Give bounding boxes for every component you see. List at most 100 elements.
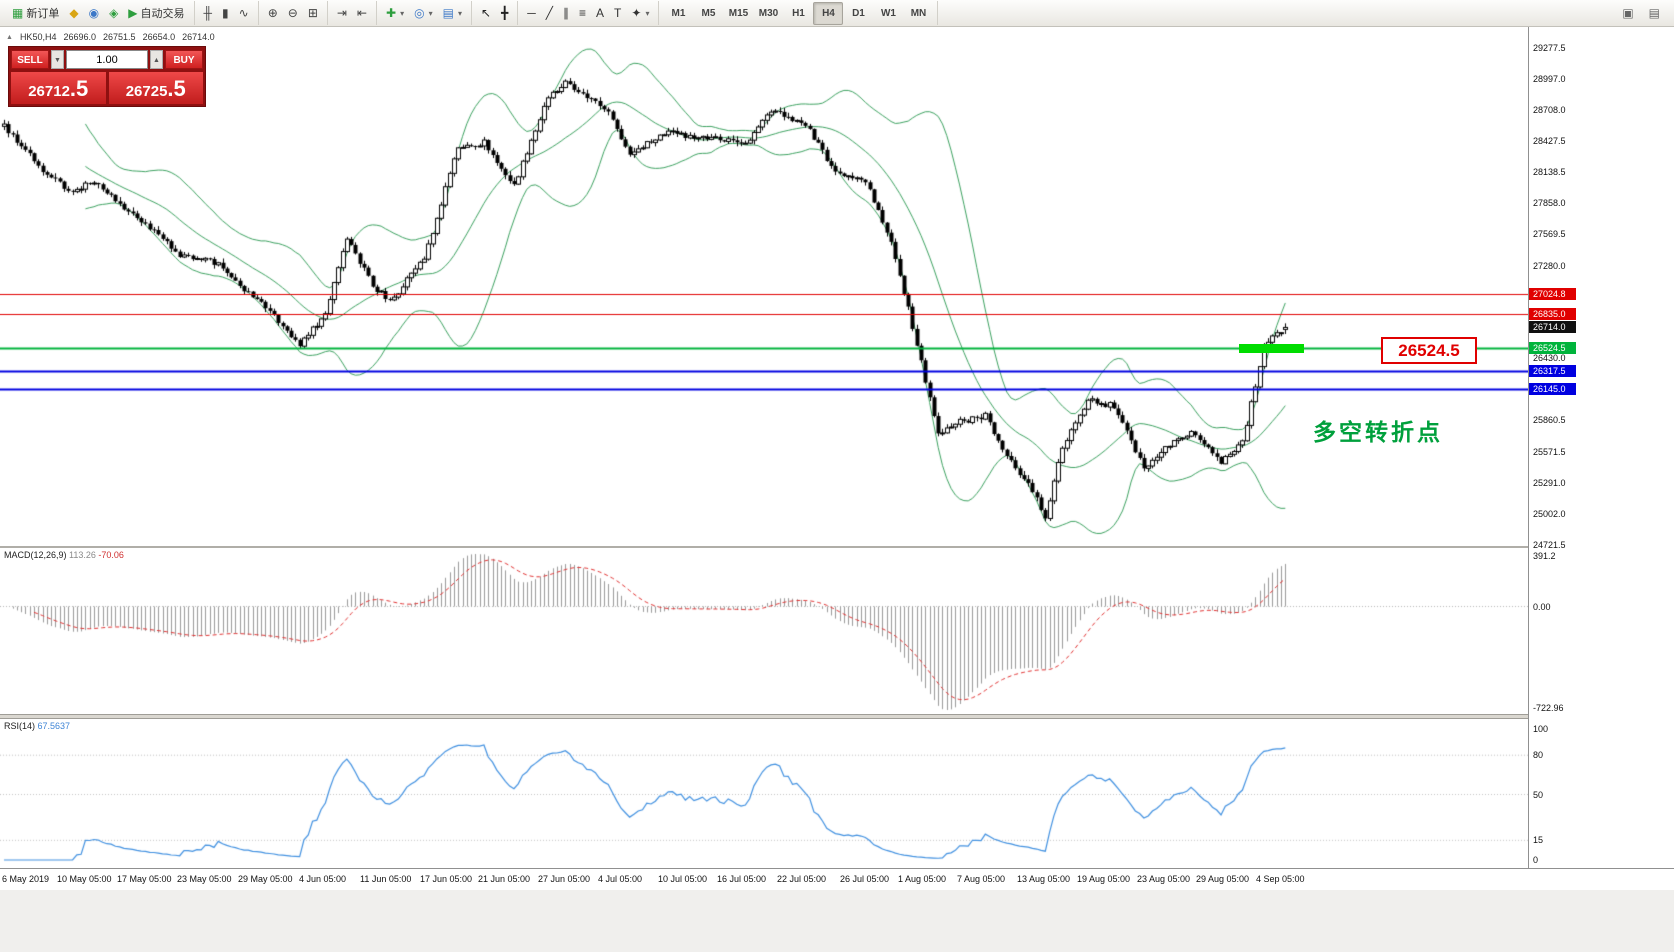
panel-separator-macd-rsi[interactable] xyxy=(0,714,1674,719)
periods-button[interactable]: ◎ ▾ xyxy=(409,2,438,25)
shapes-button[interactable]: ✦ ▾ xyxy=(626,2,654,25)
tf-d1-button[interactable]: D1 xyxy=(843,2,873,25)
volume-increase-button[interactable]: ▲ xyxy=(150,50,163,69)
time-axis-label: 19 Aug 05:00 xyxy=(1077,874,1131,884)
bar-chart-icon: ╫ xyxy=(203,6,213,20)
price-line-label: 27024.8 xyxy=(1529,287,1576,300)
price-axis-label: 28997.0 xyxy=(1533,73,1566,84)
price-alert-box[interactable]: 26524.5 xyxy=(1381,337,1477,364)
tf-m30-button[interactable]: M30 xyxy=(753,2,783,25)
tf-m1-button[interactable]: M1 xyxy=(663,2,693,25)
dropdown-arrow-icon: ▾ xyxy=(457,8,462,18)
price-axis-label: 26430.0 xyxy=(1533,353,1566,364)
cursor-arrow-icon: ↖ xyxy=(480,6,492,20)
tf-h4-button[interactable]: H4 xyxy=(813,1,844,25)
buy-button[interactable]: BUY xyxy=(165,50,203,69)
chart-canvas[interactable] xyxy=(0,27,1528,868)
trade-panel-top-row: SELL ▼ ▲ BUY xyxy=(11,49,203,70)
price-scale[interactable]: 29277.5 28997.0 28708.0 28427.5 28138.5 27858… xyxy=(1528,27,1674,868)
label-button[interactable]: T xyxy=(609,2,626,25)
sell-button[interactable]: SELL xyxy=(11,50,49,69)
symbol-name: HK50,H4 xyxy=(19,32,57,42)
zoom-out-button[interactable]: ⊖ xyxy=(283,2,303,25)
tf-m15-button[interactable]: M15 xyxy=(723,2,753,25)
text-icon: A xyxy=(596,6,605,20)
channel-button[interactable]: ∥ xyxy=(558,2,574,25)
turning-point-label[interactable]: 多空转折点 xyxy=(1313,419,1443,445)
price-axis-label: 25860.5 xyxy=(1533,415,1566,426)
autotrading-play-icon: ▶ xyxy=(128,6,138,20)
tf-m5-button[interactable]: M5 xyxy=(693,2,723,25)
time-axis-label: 17 Jun 05:00 xyxy=(420,874,473,884)
chart-window[interactable]: ▲ HK50,H4 26696.0 26751.5 26654.0 26714.… xyxy=(0,27,1674,868)
tile-windows-button[interactable]: ⊞ xyxy=(303,2,323,25)
community-button[interactable]: ◉ xyxy=(84,2,104,25)
autotrading-button[interactable]: ▶ 自动交易 xyxy=(123,2,189,25)
dropdown-arrow-icon: ▾ xyxy=(428,8,433,18)
horizontal-line-button[interactable]: ─ xyxy=(522,2,541,25)
dropdown-arrow-icon: ▾ xyxy=(645,8,650,18)
price-axis-label: 28708.0 xyxy=(1533,105,1566,116)
time-axis-label: 1 Aug 05:00 xyxy=(898,874,947,884)
time-axis-label: 22 Jul 05:00 xyxy=(777,874,827,884)
price-axis-label: 27280.0 xyxy=(1533,260,1566,271)
dropdown-arrow-icon: ▾ xyxy=(400,8,405,18)
price-axis-label: 29277.5 xyxy=(1533,42,1566,53)
time-axis-label: 4 Jul 05:00 xyxy=(598,874,643,884)
signals-icon: ◈ xyxy=(109,6,119,20)
candlestick-button[interactable]: ▮ xyxy=(217,2,234,25)
time-scale[interactable]: 6 May 2019 10 May 05:00 17 May 05:00 23 May… xyxy=(0,868,1674,890)
auto-scroll-button[interactable]: ⇥ xyxy=(332,2,352,25)
indicators-button[interactable]: ✚ ▾ xyxy=(381,2,409,25)
toolbar-group-scroll: ⇥ ⇤ xyxy=(328,1,378,25)
chart-shift-button[interactable]: ⇤ xyxy=(352,2,372,25)
volume-decrease-button[interactable]: ▼ xyxy=(51,50,64,69)
time-axis-label: 26 Jul 05:00 xyxy=(840,874,890,884)
toolbar-groups: ▦ 新订单 ◆ ◉ ◈ ▶ 自动交易 ╫ ▮ ∿ ⊕ ⊖ ⊞ ⇥ ⇤ ✚ ▾ ◎ ▾ ▤ ▾ ↖ ╋ ─ ╱ ∥ ≡ A T ✦ ▾ M1 M5… xyxy=(3,0,939,26)
tf-h1-button[interactable]: H1 xyxy=(783,2,813,25)
window-menu-button[interactable]: ▤ xyxy=(1644,2,1665,25)
line-chart-button[interactable]: ∿ xyxy=(234,2,254,25)
macd-value: 113.26 xyxy=(69,550,96,560)
macd-indicator-label: MACD(12,26,9) 113.26 -70.06 xyxy=(4,550,124,560)
support-highlight-segment[interactable] xyxy=(1239,344,1304,353)
time-axis-label: 23 May 05:00 xyxy=(177,874,232,884)
trendline-icon: ╱ xyxy=(545,6,554,20)
crosshair-button[interactable]: ╋ xyxy=(496,2,513,25)
tf-m30-button-label: M30 xyxy=(758,7,779,19)
volume-input[interactable] xyxy=(66,50,148,69)
window-menu-icon: ▤ xyxy=(1648,6,1660,20)
buy-price-button[interactable]: 26725.5 xyxy=(108,72,203,104)
new-order-button[interactable]: ▦ 新订单 xyxy=(7,2,64,25)
text-button[interactable]: A xyxy=(591,2,609,25)
time-axis-label: 7 Aug 05:00 xyxy=(957,874,1006,884)
tf-w1-button[interactable]: W1 xyxy=(873,2,903,25)
time-axis-label: 29 May 05:00 xyxy=(238,874,293,884)
crosshair-icon: ╋ xyxy=(501,6,509,20)
bar-chart-button[interactable]: ╫ xyxy=(199,2,218,25)
trendline-button[interactable]: ╱ xyxy=(541,2,558,25)
time-axis-label: 4 Jun 05:00 xyxy=(299,874,347,884)
fibonacci-button[interactable]: ≡ xyxy=(574,2,591,25)
rsi-axis-label: 50 xyxy=(1533,789,1544,800)
new-order-icon: ▦ xyxy=(12,6,24,20)
price-axis-label: 28138.5 xyxy=(1533,167,1566,178)
templates-button[interactable]: ▤ ▾ xyxy=(438,2,467,25)
trade-panel-price-row: 26712.5 26725.5 xyxy=(11,72,203,104)
signals-button[interactable]: ◈ xyxy=(104,2,123,25)
time-axis-label: 21 Jun 05:00 xyxy=(478,874,531,884)
tf-m15-button-label: M15 xyxy=(728,7,749,19)
new-window-button[interactable]: ▣ xyxy=(1617,2,1638,25)
autotrading-button-label: 自动交易 xyxy=(140,8,185,20)
tf-mn-button[interactable]: MN xyxy=(903,2,933,25)
panel-separator-main-macd[interactable] xyxy=(0,546,1674,548)
time-axis-label: 27 Jun 05:00 xyxy=(538,874,591,884)
macd-axis-label: 0.00 xyxy=(1533,601,1551,612)
market-icon-button[interactable]: ◆ xyxy=(64,2,83,25)
time-axis-label: 10 Jul 05:00 xyxy=(658,874,708,884)
zoom-in-button[interactable]: ⊕ xyxy=(263,2,283,25)
tf-mn-button-label: MN xyxy=(910,7,927,19)
cursor-button[interactable]: ↖ xyxy=(476,2,496,25)
line-chart-icon: ∿ xyxy=(238,6,249,20)
sell-price-button[interactable]: 26712.5 xyxy=(11,72,106,104)
